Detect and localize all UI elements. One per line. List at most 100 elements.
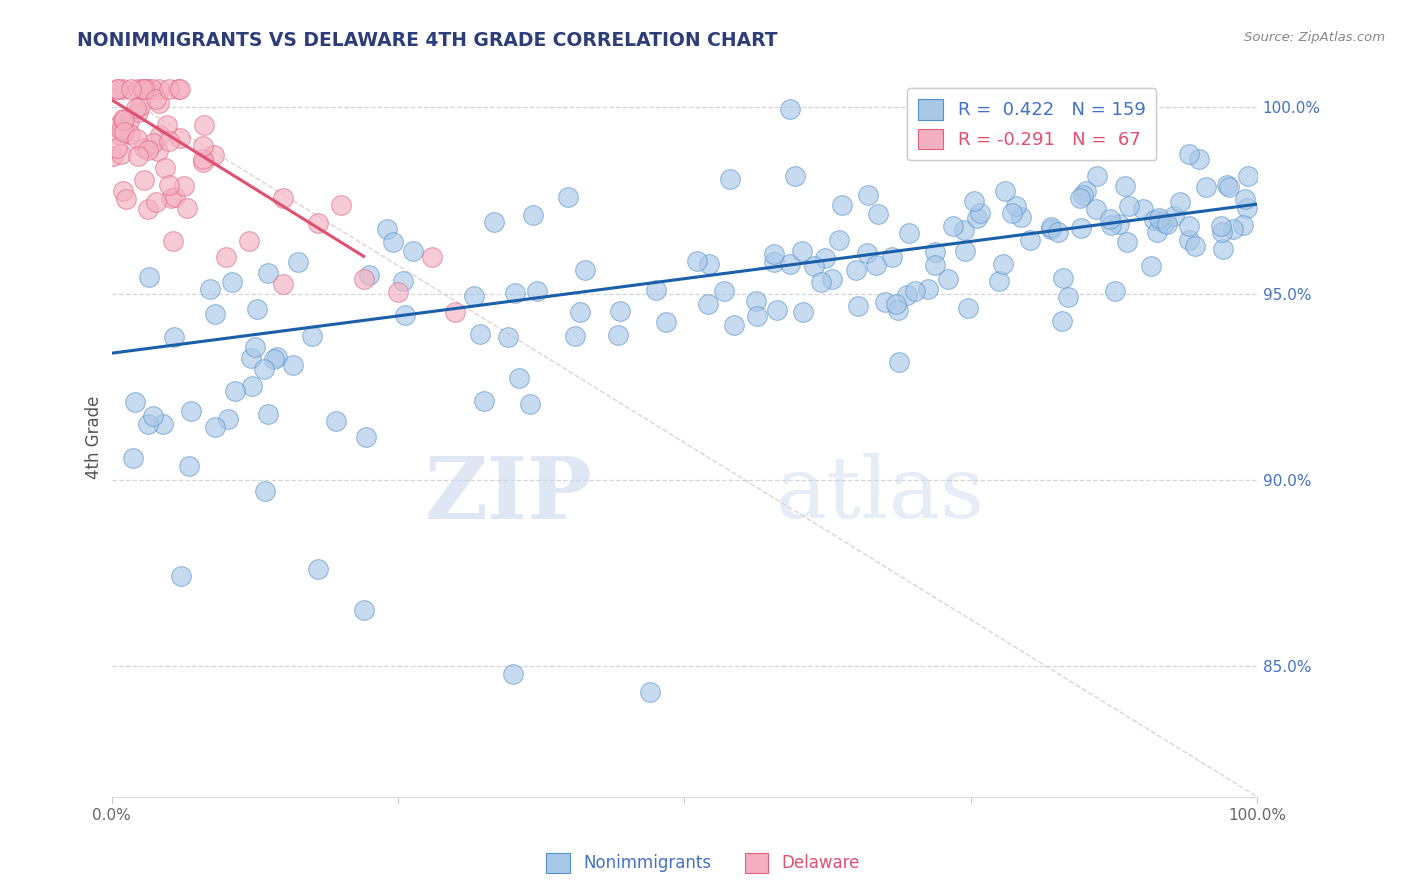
Point: [482, 215, 505, 229]
Point: [956, 301, 979, 315]
Point: [105, 81, 128, 95]
Point: [884, 296, 907, 310]
Point: [193, 152, 215, 166]
Point: [170, 568, 193, 582]
Point: [120, 81, 142, 95]
Point: [142, 136, 165, 151]
Point: [387, 285, 409, 299]
Point: [127, 149, 149, 163]
Point: [519, 397, 541, 411]
Point: [1039, 220, 1062, 235]
Point: [392, 274, 415, 288]
Point: [1222, 222, 1244, 236]
Point: [1010, 210, 1032, 224]
Point: [125, 132, 148, 146]
Point: [257, 407, 280, 421]
Point: [1237, 169, 1260, 184]
Point: [125, 102, 148, 116]
Point: [763, 247, 786, 261]
Point: [1085, 202, 1108, 217]
Point: [1168, 195, 1191, 210]
Point: [845, 262, 868, 277]
Point: [132, 173, 155, 187]
Point: [176, 201, 198, 215]
Point: [112, 81, 135, 95]
Point: [254, 483, 277, 498]
Point: [745, 309, 768, 323]
Point: [111, 112, 134, 126]
Point: [381, 235, 404, 250]
Point: [169, 130, 191, 145]
Point: [273, 192, 295, 206]
Point: [1052, 271, 1074, 285]
Point: [1069, 190, 1091, 204]
Point: [502, 666, 524, 681]
Point: [173, 178, 195, 193]
Point: [257, 266, 280, 280]
Point: [243, 340, 266, 354]
Point: [496, 330, 519, 344]
Point: [1212, 242, 1234, 256]
Point: [924, 244, 946, 259]
Text: Source: ZipAtlas.com: Source: ZipAtlas.com: [1244, 31, 1385, 45]
Point: [273, 277, 295, 291]
Point: [394, 308, 416, 322]
Text: NONIMMIGRANTS VS DELAWARE 4TH GRADE CORRELATION CHART: NONIMMIGRANTS VS DELAWARE 4TH GRADE CORR…: [77, 31, 778, 50]
Point: [127, 81, 149, 95]
Point: [1195, 180, 1218, 194]
Point: [132, 141, 155, 155]
Point: [1216, 178, 1239, 192]
Point: [898, 227, 921, 241]
Point: [846, 300, 869, 314]
Point: [522, 208, 544, 222]
Point: [238, 234, 260, 248]
Point: [402, 244, 425, 259]
Point: [792, 244, 814, 258]
Point: [810, 275, 832, 289]
Point: [112, 184, 135, 198]
Point: [217, 412, 239, 426]
Point: [1140, 259, 1163, 273]
Point: [503, 285, 526, 300]
Point: [463, 289, 485, 303]
Legend: Nonimmigrants, Delaware: Nonimmigrants, Delaware: [540, 847, 866, 880]
Point: [148, 81, 170, 95]
Point: [718, 172, 741, 186]
Point: [1085, 169, 1108, 183]
Point: [266, 350, 288, 364]
Point: [993, 256, 1015, 270]
Point: [1076, 185, 1098, 199]
Point: [165, 189, 187, 203]
Point: [1102, 137, 1125, 152]
Point: [470, 326, 492, 341]
Point: [779, 102, 801, 116]
Y-axis label: 4th Grade: 4th Grade: [86, 395, 103, 479]
Point: [204, 419, 226, 434]
Point: [169, 81, 191, 95]
Point: [148, 95, 170, 110]
Text: ZIP: ZIP: [425, 452, 593, 537]
Point: [134, 81, 156, 95]
Point: [557, 190, 579, 204]
Point: [180, 404, 202, 418]
Point: [1118, 199, 1140, 213]
Point: [1099, 218, 1122, 232]
Point: [204, 307, 226, 321]
Point: [574, 262, 596, 277]
Point: [803, 259, 825, 273]
Point: [240, 379, 263, 393]
Point: [1178, 233, 1201, 247]
Point: [105, 141, 128, 155]
Point: [969, 205, 991, 219]
Point: [1104, 284, 1126, 298]
Point: [1209, 219, 1232, 233]
Point: [136, 202, 159, 216]
Point: [148, 145, 170, 159]
Point: [1156, 218, 1178, 232]
Point: [246, 301, 269, 316]
Point: [1232, 219, 1254, 233]
Point: [156, 118, 179, 132]
Point: [1233, 192, 1256, 206]
Point: [215, 250, 238, 264]
Point: [1149, 213, 1171, 227]
